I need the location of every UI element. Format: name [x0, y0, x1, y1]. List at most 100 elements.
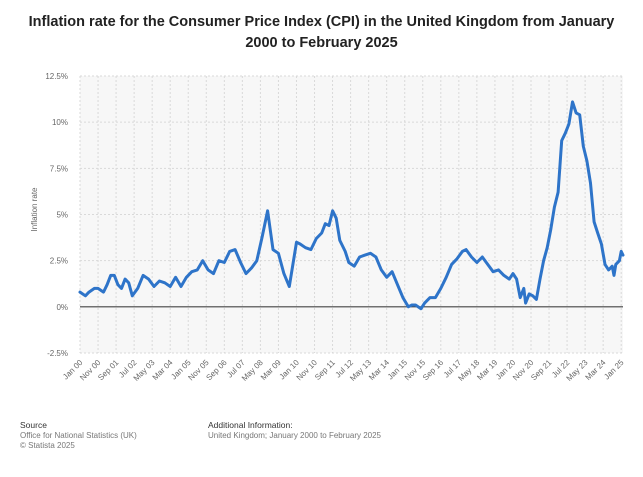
data-point — [124, 278, 126, 280]
data-point — [613, 274, 615, 277]
data-point — [169, 285, 171, 288]
data-point — [429, 296, 431, 299]
data-point — [283, 272, 285, 275]
source-text[interactable]: Office for National Statistics (UK) — [20, 431, 137, 440]
data-point — [353, 265, 356, 268]
data-point — [476, 261, 478, 264]
data-point — [234, 248, 236, 251]
data-point — [93, 287, 96, 290]
y-tick-label: 5% — [56, 211, 68, 220]
data-point — [295, 241, 298, 243]
data-point — [414, 304, 417, 306]
data-point — [218, 259, 220, 262]
data-point — [88, 291, 90, 293]
data-point — [503, 274, 505, 277]
data-point — [600, 243, 603, 245]
data-point — [557, 191, 559, 194]
data-point — [331, 210, 334, 212]
data-point — [575, 112, 577, 114]
data-point — [320, 232, 323, 234]
data-point — [611, 265, 613, 268]
data-point — [102, 291, 105, 293]
data-point — [79, 291, 81, 293]
data-point — [560, 139, 563, 142]
data-point — [539, 278, 541, 280]
x-tick-label: Sep 01 — [96, 358, 121, 383]
x-tick-label: Sep 06 — [204, 358, 229, 383]
data-point — [142, 274, 144, 277]
data-point — [84, 295, 87, 297]
data-point — [266, 210, 269, 212]
data-point — [109, 274, 112, 277]
data-point — [402, 296, 404, 299]
data-point — [277, 252, 280, 255]
data-point — [411, 304, 413, 306]
copyright-text: © Statista 2025 — [20, 441, 75, 450]
y-tick-label: -2.5% — [47, 349, 68, 358]
data-point — [550, 228, 552, 231]
data-point — [272, 248, 274, 251]
x-tick-label: Sep 11 — [313, 358, 337, 382]
chart-title: Inflation rate for the Consumer Price In… — [28, 14, 615, 51]
data-point — [456, 258, 458, 260]
data-point — [407, 306, 410, 308]
data-point — [250, 267, 253, 269]
x-tick-label: Sep 21 — [529, 358, 554, 383]
data-point — [335, 217, 338, 219]
data-point — [622, 254, 624, 256]
x-tick-label: Sep 16 — [421, 358, 446, 383]
data-point — [470, 256, 473, 258]
data-point — [445, 276, 448, 279]
data-point — [434, 296, 437, 299]
data-point — [523, 287, 525, 290]
data-point — [339, 239, 341, 242]
data-point — [158, 280, 161, 282]
data-point — [571, 101, 574, 103]
data-point — [375, 256, 377, 258]
data-point — [261, 235, 264, 238]
data-point — [113, 274, 116, 277]
data-point — [147, 278, 150, 280]
data-point — [391, 270, 393, 273]
data-point — [519, 296, 521, 299]
data-point — [369, 252, 372, 255]
data-point — [293, 252, 296, 255]
data-point — [497, 269, 500, 271]
data-point — [344, 250, 347, 253]
data-point — [578, 114, 581, 116]
data-point — [515, 278, 518, 280]
data-point — [153, 285, 155, 288]
data-point — [532, 295, 534, 297]
y-tick-label: 0% — [56, 303, 68, 312]
data-point — [131, 295, 134, 297]
data-point — [315, 237, 318, 240]
data-point — [528, 293, 530, 295]
data-point — [465, 248, 467, 251]
data-point — [245, 272, 247, 275]
data-point — [223, 261, 226, 264]
data-point — [396, 283, 399, 286]
data-point — [288, 285, 291, 288]
data-point — [582, 145, 585, 147]
data-point — [440, 287, 442, 290]
data-point — [180, 285, 182, 288]
data-point — [385, 276, 388, 279]
data-point — [593, 221, 595, 223]
data-point — [524, 302, 527, 304]
data-point — [328, 224, 330, 227]
data-point — [492, 270, 494, 273]
data-point — [299, 243, 301, 245]
data-point — [486, 263, 489, 266]
data-point — [201, 259, 204, 262]
data-point — [136, 287, 139, 290]
data-point — [127, 282, 130, 284]
data-point — [589, 182, 592, 184]
additional-info-block: Additional Information: United Kingdom; … — [208, 420, 381, 441]
data-point — [185, 276, 188, 279]
data-point — [358, 256, 361, 258]
data-point — [117, 283, 119, 286]
data-point — [164, 282, 166, 284]
data-point — [596, 232, 599, 234]
data-point — [364, 254, 366, 256]
